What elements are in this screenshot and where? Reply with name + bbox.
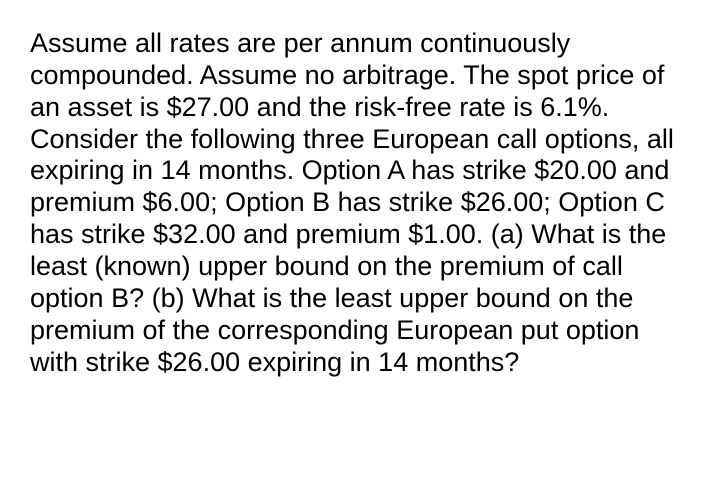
problem-statement: Assume all rates are per annum continuou…: [30, 28, 684, 378]
